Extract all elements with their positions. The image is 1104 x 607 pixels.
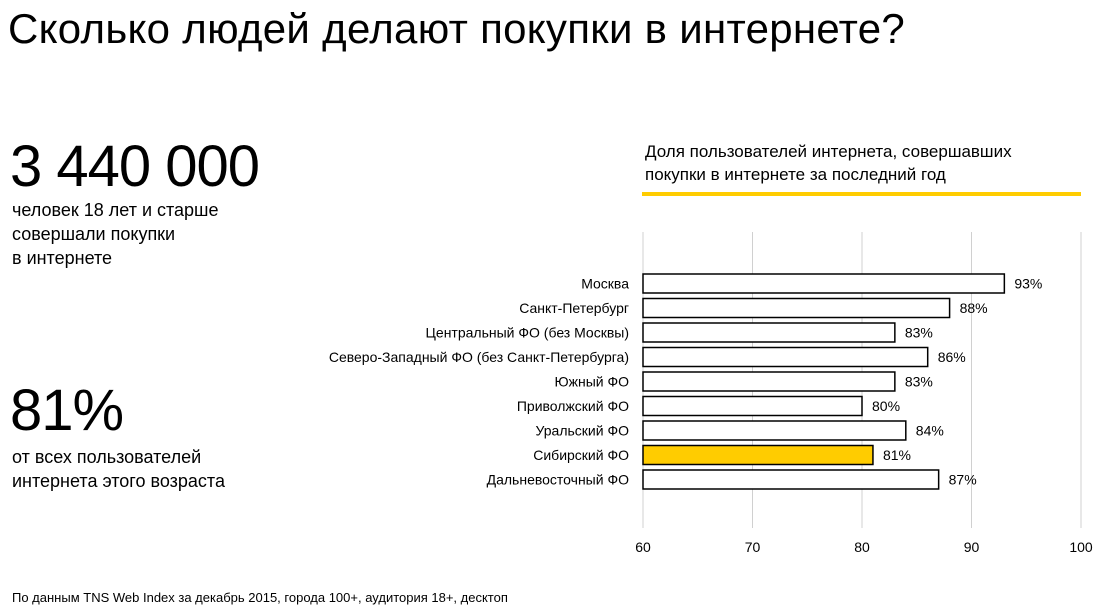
category-label: Центральный ФО (без Москвы) — [426, 325, 629, 341]
bar — [642, 469, 940, 490]
x-tick-label: 60 — [635, 539, 651, 555]
bar — [642, 395, 863, 417]
stat-total-buyers: 3 440 000 — [10, 134, 260, 199]
category-label: Санкт-Петербург — [519, 300, 629, 316]
bar — [642, 444, 874, 466]
bar — [642, 371, 896, 392]
value-label: 86% — [938, 349, 966, 365]
category-label: Приволжский ФО — [517, 398, 629, 414]
chart-title: Доля пользователей интернета, совершавши… — [645, 142, 1012, 184]
chart-title-underline — [642, 192, 1081, 196]
stat-total-buyers-caption: человек 18 лет и старше совершали покупк… — [12, 200, 219, 268]
stat-share-buyers: 81% — [10, 378, 124, 443]
value-label: 88% — [960, 300, 988, 316]
category-label: Северо-Западный ФО (без Санкт-Петербурга… — [329, 349, 629, 365]
category-label: Южный ФО — [554, 374, 629, 390]
value-label: 87% — [949, 472, 977, 488]
bar — [642, 322, 896, 343]
value-label: 80% — [872, 398, 900, 414]
value-label: 84% — [916, 423, 944, 439]
x-tick-label: 70 — [745, 539, 761, 555]
bar — [642, 273, 1006, 294]
bar — [642, 420, 907, 441]
category-label: Москва — [581, 276, 629, 292]
value-label: 93% — [1014, 276, 1042, 292]
value-label: 81% — [883, 447, 911, 463]
source-footnote: По данным TNS Web Index за декабрь 2015,… — [12, 590, 508, 605]
category-label: Дальневосточный ФО — [487, 472, 629, 488]
value-label: 83% — [905, 374, 933, 390]
x-tick-label: 100 — [1069, 539, 1093, 555]
category-label: Уральский ФО — [536, 423, 630, 439]
x-tick-label: 80 — [854, 539, 870, 555]
bar — [642, 297, 951, 319]
value-label: 83% — [905, 325, 933, 341]
x-tick-label: 90 — [964, 539, 980, 555]
page-title: Сколько людей делают покупки в интернете… — [8, 5, 906, 52]
bar — [642, 346, 929, 368]
stat-share-buyers-caption: от всех пользователей интернета этого во… — [12, 447, 225, 491]
category-label: Сибирский ФО — [533, 447, 629, 463]
